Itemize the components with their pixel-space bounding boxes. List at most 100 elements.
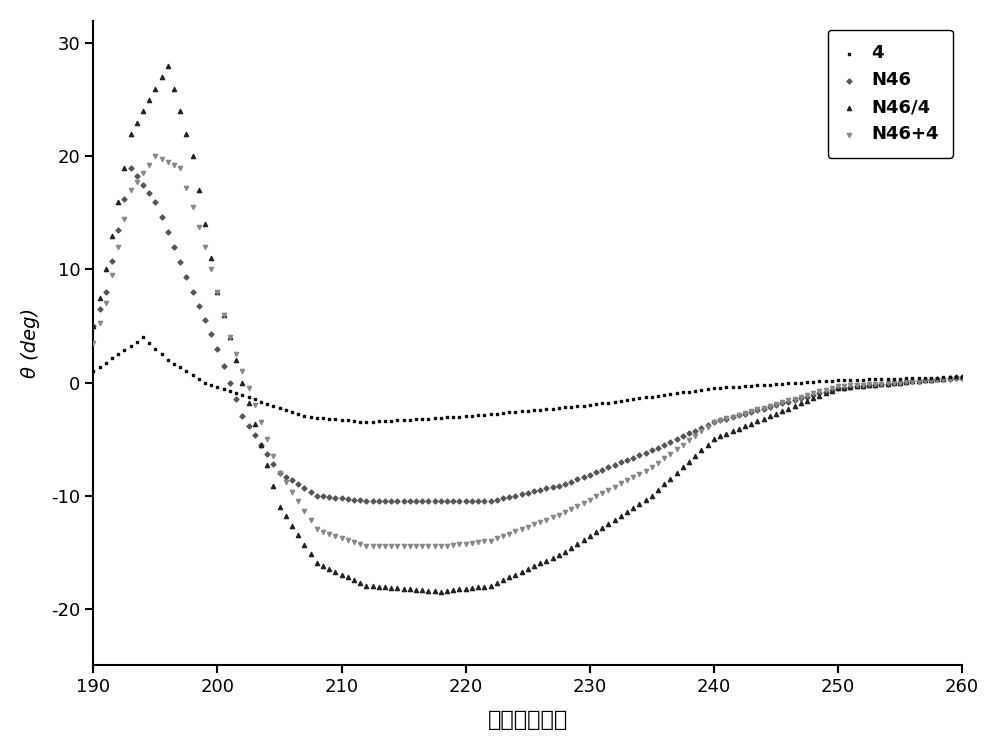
4	[154, 348, 170, 360]
N46+4	[85, 337, 101, 349]
4	[483, 408, 499, 420]
N46/4	[787, 400, 803, 412]
4	[402, 414, 418, 426]
N46+4	[433, 541, 449, 553]
N46/4	[526, 560, 542, 572]
4	[197, 376, 213, 388]
N46	[551, 480, 567, 492]
N46	[954, 371, 970, 383]
4	[725, 381, 741, 393]
N46+4	[526, 518, 542, 530]
N46+4	[371, 541, 387, 553]
N46+4	[867, 378, 883, 390]
4	[600, 397, 616, 409]
N46/4	[935, 372, 951, 385]
N46	[693, 422, 709, 434]
Legend: 4, N46, N46/4, N46+4: 4, N46, N46/4, N46+4	[828, 30, 953, 158]
N46/4	[228, 354, 244, 366]
4	[569, 400, 585, 412]
N46+4	[861, 379, 877, 391]
N46	[532, 484, 548, 496]
N46/4	[178, 128, 194, 140]
4	[929, 372, 945, 384]
N46+4	[638, 465, 654, 477]
N46+4	[693, 425, 709, 437]
N46+4	[532, 516, 548, 528]
N46+4	[241, 382, 257, 394]
N46	[904, 376, 920, 388]
N46+4	[904, 376, 920, 388]
N46+4	[451, 538, 467, 550]
N46+4	[607, 481, 623, 493]
4	[315, 412, 331, 424]
N46/4	[638, 493, 654, 505]
N46+4	[923, 375, 939, 387]
N46	[420, 495, 436, 507]
N46/4	[693, 445, 709, 457]
4	[545, 403, 561, 415]
N46/4	[346, 575, 362, 587]
N46	[631, 449, 647, 461]
N46/4	[116, 161, 132, 173]
N46	[228, 394, 244, 406]
N46+4	[129, 176, 145, 188]
N46/4	[737, 421, 753, 433]
N46+4	[706, 416, 722, 428]
N46	[700, 419, 716, 431]
4	[383, 415, 399, 427]
4	[774, 378, 790, 390]
N46+4	[725, 411, 741, 423]
N46	[172, 256, 188, 268]
N46+4	[830, 380, 846, 392]
N46	[85, 320, 101, 332]
N46+4	[141, 159, 157, 171]
N46+4	[600, 484, 616, 496]
N46+4	[458, 538, 474, 550]
4	[507, 406, 523, 418]
N46/4	[942, 372, 958, 384]
N46	[867, 379, 883, 391]
N46	[402, 495, 418, 507]
N46/4	[420, 585, 436, 597]
N46/4	[873, 379, 889, 391]
4	[799, 376, 815, 388]
N46+4	[631, 468, 647, 480]
N46/4	[538, 554, 554, 566]
N46	[873, 379, 889, 391]
N46/4	[855, 380, 871, 392]
N46	[433, 495, 449, 507]
4	[718, 382, 734, 394]
N46/4	[780, 403, 796, 415]
N46	[451, 495, 467, 507]
N46+4	[514, 523, 530, 535]
4	[780, 378, 796, 390]
N46+4	[892, 376, 908, 388]
4	[358, 416, 374, 428]
N46+4	[712, 415, 728, 427]
4	[110, 348, 126, 360]
N46+4	[414, 541, 430, 553]
4	[396, 414, 412, 426]
N46/4	[675, 461, 691, 473]
N46	[185, 286, 201, 298]
N46+4	[644, 461, 660, 473]
4	[489, 408, 505, 420]
N46/4	[774, 405, 790, 417]
N46	[762, 401, 778, 413]
N46	[278, 471, 294, 483]
N46/4	[253, 439, 269, 451]
N46	[352, 494, 368, 506]
4	[576, 400, 592, 412]
N46/4	[303, 548, 319, 560]
N46/4	[569, 538, 585, 550]
N46/4	[749, 415, 765, 427]
N46	[178, 271, 194, 283]
N46	[315, 490, 331, 502]
N46+4	[811, 385, 827, 397]
N46/4	[458, 583, 474, 595]
N46	[123, 161, 139, 173]
N46	[662, 436, 678, 448]
N46+4	[501, 528, 517, 540]
4	[904, 372, 920, 385]
N46+4	[476, 535, 492, 547]
